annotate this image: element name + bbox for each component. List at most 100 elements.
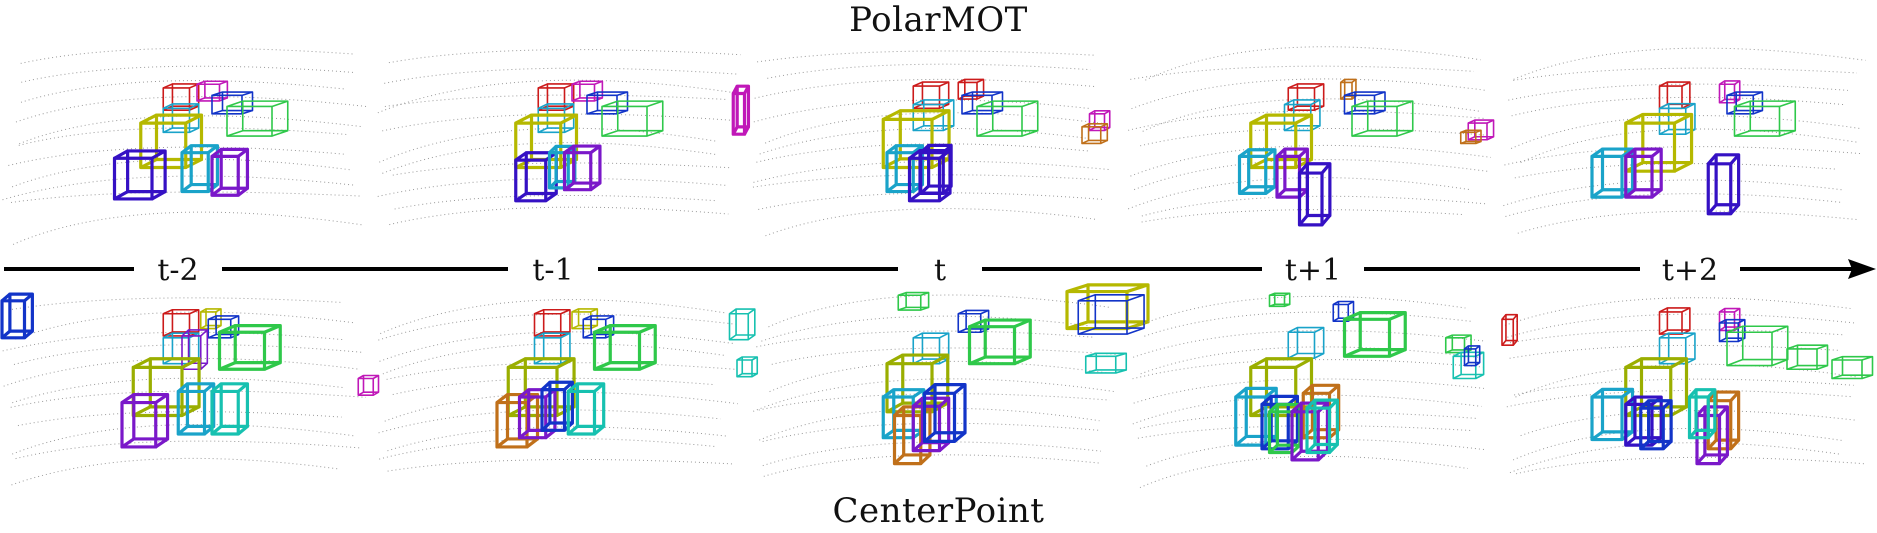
bounding-box-green [217,323,282,371]
title-polarmot: PolarMOT [849,0,1028,40]
lidar-scan-line [15,440,361,460]
tick-label-t-minus-2: t-2 [157,253,198,288]
bounding-box-magenta [1718,80,1741,104]
box-edge [132,392,170,441]
box-edge [572,144,602,185]
bounding-box-blue [586,91,629,115]
box-edge [218,324,281,371]
bounding-box-green [1733,100,1797,137]
bounding-box-purple [120,392,170,449]
box-edge [957,78,984,100]
box-edge [211,91,253,115]
lidar-scan-line [1513,67,1857,81]
lidar-scan-line [1144,311,1473,337]
tick-label-t-minus-1: t-1 [532,253,573,288]
lidar-scan-line [10,191,362,203]
bounding-box-green [1342,311,1407,358]
box-edge [1269,292,1291,308]
title-centerpoint: CenterPoint [832,491,1045,531]
box-edge [1445,334,1472,354]
box-edge [563,144,601,191]
box-edge [540,381,574,432]
lidar-scan-line [1506,389,1854,408]
bounding-box-blue [211,91,254,115]
lidar-scan-line [752,174,1100,188]
box-edge [1719,318,1746,343]
box-edge [546,103,575,129]
bounding-box-cyan [180,144,220,194]
bounding-box-yellow [571,308,599,330]
box-edge [171,103,200,129]
lidar-scan-line [15,96,367,123]
box-edge [542,308,571,333]
lidar-scan-line [382,343,725,375]
box-edge [729,308,756,341]
bounding-box-blue [922,383,967,443]
lidar-scan-line [1133,159,1489,191]
bounding-box-green [1268,292,1291,308]
box-edge [1298,162,1332,226]
box-edge [1340,78,1357,100]
lidar-scan-line [377,177,728,197]
box-edge [200,308,222,330]
bounding-box-green [976,100,1039,137]
lidar-scan-line [753,99,1091,123]
frame-top-2 [752,50,1112,237]
box-edge [1591,388,1634,441]
lidar-scan-line [21,65,355,83]
lidar-scan-line [756,330,1094,348]
box-edge [1305,398,1339,454]
box-edge [735,308,756,336]
box-edge [162,83,200,111]
lidar-scan-line [769,360,1109,393]
box-edge [571,80,603,102]
bounding-box-green [592,323,657,371]
lidar-scan-line [763,454,1102,477]
box-edge [1659,81,1691,110]
bounding-box-purple [1624,147,1663,199]
box-edge [1624,147,1663,199]
lidar-scan-line [1504,146,1863,166]
box-edge [1719,80,1741,104]
bounding-box-indigo [1706,153,1741,216]
bounding-box-teal [566,382,606,436]
bounding-box-teal [728,308,756,341]
box-edge [1269,394,1300,443]
lidar-scan-line [768,294,1111,328]
box-edge [1089,110,1111,132]
lidar-scan-line [757,50,1096,63]
lidar-scan-line [19,115,363,145]
box-edge [1313,398,1339,447]
lidar-scan-line [12,211,362,245]
timeline-arrowhead [1848,259,1876,279]
bounding-box-teal [1687,388,1717,440]
lidar-scan-line [754,78,1097,99]
tick-label-t-plus-2: t+2 [1662,253,1718,288]
box-edge [961,91,1003,115]
box-edge [894,144,925,187]
label-bg [898,248,982,290]
box-edge [1667,332,1696,360]
bounding-box-yellow [139,113,204,170]
bounding-box-green [601,100,664,137]
box-edge [731,85,750,135]
box-edge [1831,355,1873,380]
box-edge [968,318,1031,366]
bounding-box-blue [0,292,34,340]
lidar-scan-line [392,162,731,176]
box-edge [1666,307,1691,331]
lidar-scan-line [1140,346,1478,375]
lidar-scan-line [2,331,343,352]
box-edge [571,308,598,330]
lidar-scan-line [384,67,738,84]
box-edge [1247,148,1277,189]
box-edge [1591,147,1634,199]
bounding-box-purple [562,144,602,192]
bounding-box-blue [1343,91,1386,115]
bounding-box-purple [210,147,250,197]
box-edge [1460,129,1482,145]
lidar-scan-line [1509,442,1842,474]
box-edge [1081,123,1108,145]
tick-label-t-plus-1: t+1 [1285,253,1341,288]
bounding-box-blue [1077,294,1145,335]
